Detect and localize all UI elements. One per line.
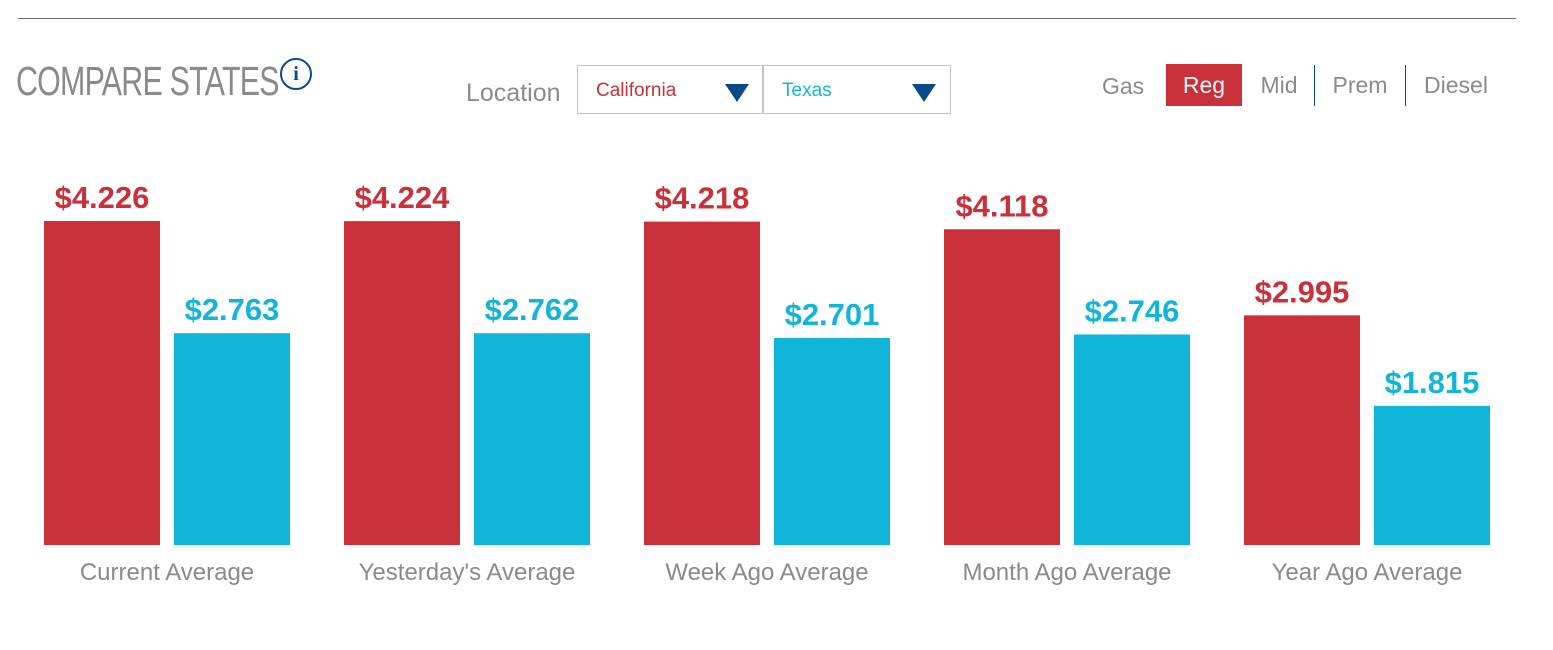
value-label-california-2: $4.218 [655, 181, 750, 216]
bar-california-3 [944, 229, 1060, 546]
bar-texas-3 [1074, 334, 1190, 545]
chevron-down-icon [912, 84, 936, 102]
location-dropdown-texas[interactable]: Texas [763, 65, 951, 114]
location-label: Location [466, 79, 561, 107]
value-label-texas-3: $2.746 [1085, 293, 1180, 328]
value-label-texas-2: $2.701 [785, 297, 880, 332]
category-label-3: Month Ago Average [962, 559, 1171, 586]
bar-california-1 [344, 221, 460, 546]
location-dropdown-california[interactable]: California [577, 65, 763, 114]
category-label-2: Week Ago Average [665, 559, 868, 586]
gas-option-divider [1314, 65, 1315, 106]
value-label-california-4: $2.995 [1255, 274, 1350, 309]
bar-texas-1 [474, 333, 590, 545]
location-dropdown-value: California [596, 80, 677, 101]
value-label-texas-4: $1.815 [1385, 365, 1480, 400]
chevron-down-icon [725, 84, 749, 102]
gas-option-divider [1405, 65, 1406, 106]
bar-california-4 [1244, 315, 1360, 545]
gas-option-reg[interactable]: Reg [1166, 64, 1242, 106]
top-divider [18, 18, 1516, 19]
category-label-1: Yesterday's Average [359, 559, 576, 586]
gas-option-diesel[interactable]: Diesel [1424, 72, 1488, 98]
gas-option-prem[interactable]: Prem [1332, 72, 1388, 98]
bar-texas-4 [1374, 405, 1490, 545]
bar-texas-2 [774, 337, 890, 545]
info-icon[interactable]: i [280, 58, 312, 90]
value-label-california-0: $4.226 [55, 180, 150, 215]
value-label-texas-1: $2.762 [485, 292, 580, 327]
bar-texas-0 [174, 333, 290, 545]
value-label-california-1: $4.224 [355, 180, 451, 215]
page-title: COMPARE STATES [16, 58, 279, 104]
bar-california-2 [644, 221, 760, 545]
gas-label: Gas [1102, 73, 1145, 99]
location-dropdown-value: Texas [782, 80, 832, 101]
gas-option-mid[interactable]: Mid [1260, 72, 1298, 98]
category-label-0: Current Average [80, 559, 254, 586]
bar-california-0 [44, 221, 160, 545]
value-label-texas-0: $2.763 [185, 292, 280, 327]
value-label-california-3: $4.118 [955, 188, 1048, 223]
category-label-4: Year Ago Average [1272, 559, 1463, 586]
